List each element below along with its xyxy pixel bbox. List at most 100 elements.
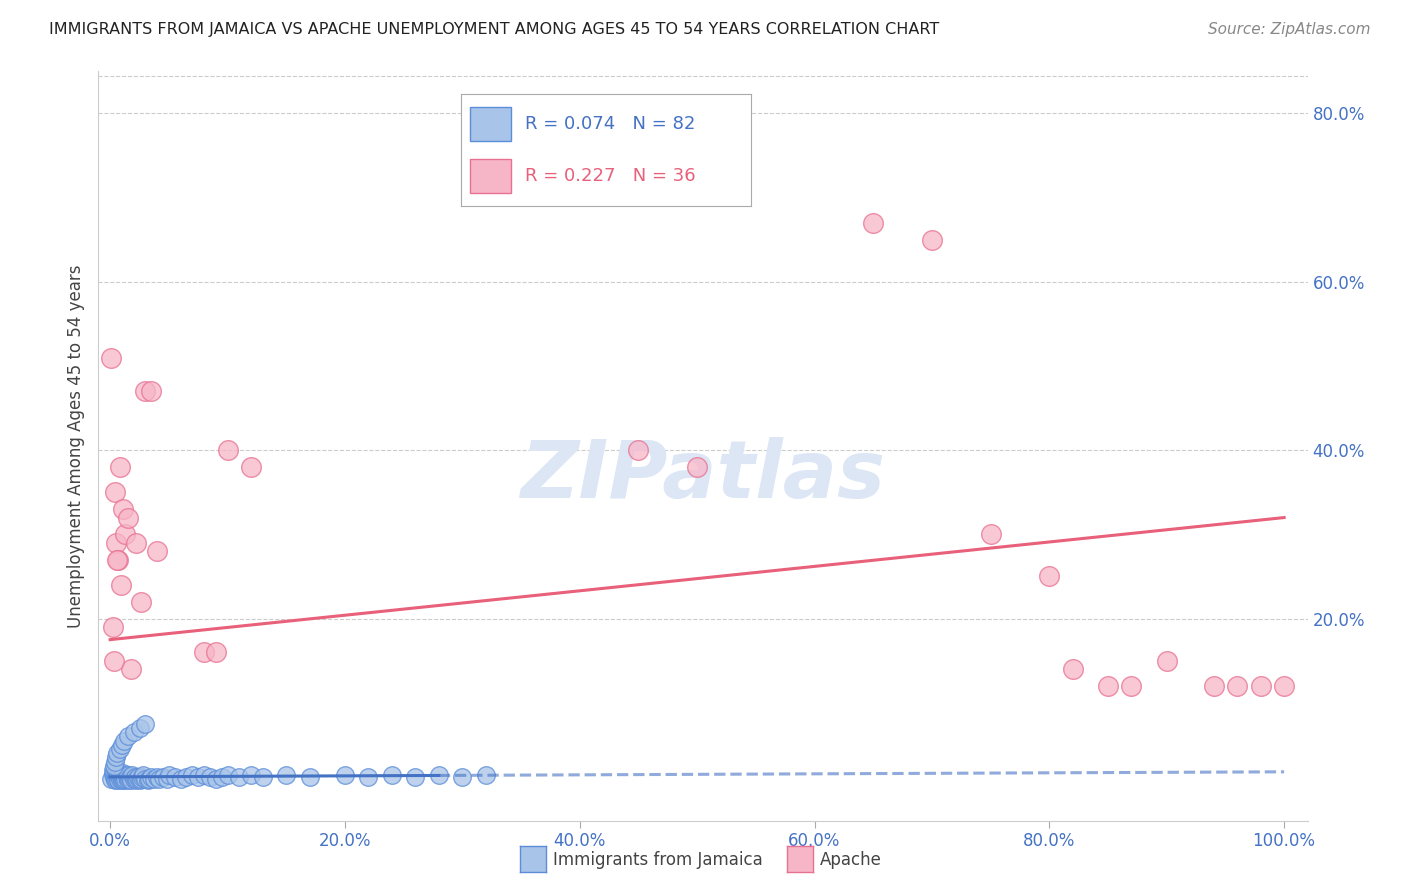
Point	[129, 595, 152, 609]
Point	[122, 725, 145, 739]
Point	[128, 773, 150, 788]
Point	[101, 767, 124, 781]
Point	[107, 552, 129, 566]
Point	[108, 766, 131, 780]
Point	[125, 773, 148, 788]
Point	[157, 768, 180, 782]
Point	[110, 578, 132, 592]
Point	[427, 768, 450, 782]
Point	[108, 772, 131, 786]
Point	[100, 351, 122, 365]
Point	[451, 770, 474, 784]
Point	[181, 768, 204, 782]
Point	[120, 662, 142, 676]
Point	[1272, 679, 1295, 693]
Text: Apache: Apache	[820, 851, 882, 869]
Text: Immigrants from Jamaica: Immigrants from Jamaica	[553, 851, 762, 869]
Point	[104, 773, 127, 788]
Point	[333, 768, 356, 782]
Point	[120, 773, 142, 788]
Point	[105, 766, 128, 780]
Text: IMMIGRANTS FROM JAMAICA VS APACHE UNEMPLOYMENT AMONG AGES 45 TO 54 YEARS CORRELA: IMMIGRANTS FROM JAMAICA VS APACHE UNEMPL…	[49, 22, 939, 37]
Point	[686, 460, 709, 475]
Point	[240, 768, 263, 782]
Point	[121, 768, 143, 782]
Point	[142, 772, 165, 786]
Point	[204, 772, 226, 786]
Point	[112, 773, 135, 788]
Point	[252, 770, 274, 784]
Point	[152, 770, 174, 784]
Point	[204, 645, 226, 659]
Point	[193, 768, 215, 782]
Point	[134, 384, 156, 399]
Point	[118, 772, 141, 786]
Point	[148, 772, 170, 786]
Point	[211, 770, 233, 784]
Point	[1062, 662, 1084, 676]
Point	[228, 770, 250, 784]
Point	[120, 770, 142, 784]
Point	[980, 527, 1002, 541]
Point	[117, 730, 139, 744]
Point	[103, 654, 125, 668]
Point	[105, 552, 128, 566]
Point	[122, 772, 145, 786]
Point	[193, 645, 215, 659]
Point	[146, 770, 169, 784]
Point	[217, 443, 239, 458]
Point	[169, 772, 191, 786]
Point	[110, 770, 132, 784]
Point	[104, 755, 127, 769]
Point	[155, 772, 177, 786]
Point	[381, 768, 404, 782]
Point	[404, 770, 426, 784]
Point	[198, 770, 221, 784]
Text: Source: ZipAtlas.com: Source: ZipAtlas.com	[1208, 22, 1371, 37]
Point	[111, 768, 134, 782]
Point	[146, 544, 169, 558]
Point	[138, 772, 160, 786]
Point	[108, 742, 131, 756]
Point	[100, 772, 122, 786]
Point	[117, 773, 139, 788]
Point	[124, 770, 146, 784]
Y-axis label: Unemployment Among Ages 45 to 54 years: Unemployment Among Ages 45 to 54 years	[66, 264, 84, 628]
Point	[129, 772, 152, 786]
Point	[108, 460, 131, 475]
Point	[1121, 679, 1143, 693]
Point	[105, 770, 128, 784]
Point	[111, 773, 134, 788]
Point	[132, 768, 155, 782]
Point	[105, 536, 128, 550]
Point	[112, 768, 135, 782]
Point	[163, 770, 186, 784]
Point	[921, 233, 943, 247]
Point	[114, 772, 136, 786]
Point	[136, 773, 159, 788]
Text: ZIPatlas: ZIPatlas	[520, 437, 886, 515]
Point	[127, 772, 149, 786]
Point	[105, 746, 128, 760]
Point	[107, 773, 129, 788]
Point	[114, 527, 136, 541]
Point	[101, 620, 124, 634]
Point	[475, 768, 498, 782]
Point	[103, 770, 125, 784]
Point	[1156, 654, 1178, 668]
Point	[357, 770, 380, 784]
Point	[111, 738, 134, 752]
Point	[1250, 679, 1272, 693]
Point	[115, 770, 138, 784]
Point	[104, 485, 127, 500]
Point	[240, 460, 263, 475]
Point	[128, 721, 150, 735]
Point	[134, 716, 156, 731]
Point	[101, 763, 124, 777]
Point	[1226, 679, 1249, 693]
Point	[105, 750, 128, 764]
Point	[103, 764, 125, 779]
Point	[105, 772, 128, 786]
Point	[141, 770, 163, 784]
Point	[112, 766, 135, 780]
